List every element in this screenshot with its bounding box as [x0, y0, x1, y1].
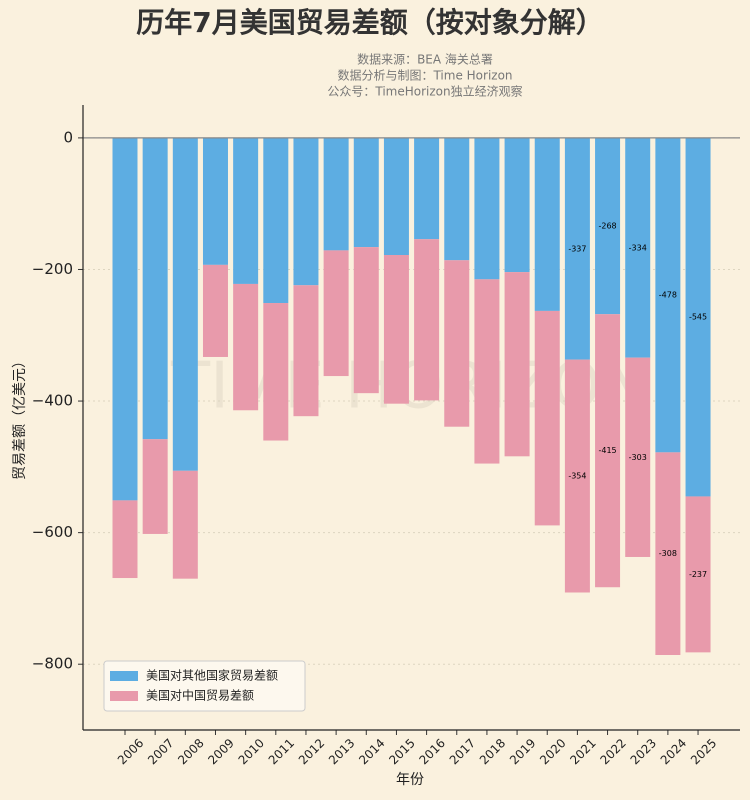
legend-label: 美国对中国贸易差额	[146, 688, 254, 703]
bar	[323, 137, 349, 251]
bar	[293, 285, 319, 417]
bar	[353, 137, 379, 248]
legend-swatch	[110, 691, 138, 701]
bar	[172, 137, 198, 471]
bar	[625, 137, 651, 358]
x-tick-label: 2017	[447, 736, 478, 767]
y-tick-label: −400	[32, 392, 73, 410]
x-tick-label: 2013	[326, 736, 357, 767]
bar	[112, 500, 138, 579]
x-tick-label: 2018	[477, 736, 508, 767]
legend-swatch	[110, 671, 138, 681]
bar	[534, 310, 560, 526]
x-tick-label: 2009	[205, 736, 236, 767]
x-tick-label: 2011	[266, 736, 297, 767]
bar	[534, 137, 560, 311]
value-label: -268	[598, 222, 616, 231]
bar	[504, 137, 530, 273]
x-tick-label: 2010	[236, 736, 267, 767]
x-tick-label: 2021	[567, 736, 598, 767]
bar	[564, 137, 590, 360]
value-label: -303	[629, 453, 647, 462]
bar	[112, 137, 138, 501]
value-label: -337	[568, 244, 586, 253]
x-tick-label: 2025	[688, 736, 719, 767]
bar	[474, 279, 500, 464]
bar	[655, 452, 681, 655]
bar	[444, 137, 470, 261]
bar	[685, 496, 711, 653]
subtitle: 数据分析与制图：Time Horizon	[337, 68, 512, 83]
x-tick-label: 2008	[175, 736, 206, 767]
x-tick-label: 2006	[115, 736, 146, 767]
bar	[353, 247, 379, 394]
value-label: -334	[629, 243, 647, 252]
bar	[383, 255, 409, 404]
bar	[142, 137, 168, 440]
x-tick-label: 2007	[145, 736, 176, 767]
y-tick-label: −200	[32, 260, 73, 278]
bar	[172, 470, 198, 579]
value-label: -237	[689, 570, 707, 579]
bar	[233, 283, 259, 411]
value-label: -308	[659, 549, 677, 558]
x-tick-label: 2022	[597, 736, 628, 767]
bar	[414, 137, 440, 240]
value-label: -415	[598, 446, 616, 455]
chart-title: 历年7月美国贸易差额（按对象分解）	[136, 6, 603, 39]
y-axis-label: 贸易差额（亿美元）	[12, 354, 28, 480]
bar	[202, 264, 228, 357]
x-tick-label: 2019	[507, 736, 538, 767]
y-tick-label: 0	[63, 128, 73, 146]
legend-box	[103, 660, 306, 712]
bar	[323, 250, 349, 377]
bar	[263, 303, 289, 441]
subtitle: 数据来源：BEA 海关总署	[357, 52, 493, 67]
bar	[504, 272, 530, 457]
x-tick-label: 2023	[628, 736, 659, 767]
x-tick-label: 2014	[356, 736, 387, 767]
bar	[625, 357, 651, 557]
value-label: -354	[568, 472, 586, 481]
bar	[655, 137, 681, 453]
y-tick-label: −600	[32, 523, 73, 541]
bar	[474, 137, 500, 280]
x-axis-label: 年份	[396, 772, 424, 788]
bar	[233, 137, 259, 284]
subtitle: 公众号：TimeHorizon独立经济观察	[327, 84, 522, 99]
bar	[595, 137, 621, 315]
x-tick-label: 2024	[658, 736, 689, 767]
x-tick-label: 2020	[537, 736, 568, 767]
bar	[414, 239, 440, 401]
value-label: -545	[689, 313, 707, 322]
bar	[202, 137, 228, 265]
bar	[263, 137, 289, 304]
bar	[685, 137, 711, 497]
y-tick-label: −800	[32, 655, 73, 673]
x-tick-label: 2015	[386, 736, 417, 767]
legend-label: 美国对其他国家贸易差额	[146, 668, 278, 683]
bar	[142, 439, 168, 534]
value-label: -478	[659, 291, 677, 300]
bar	[293, 137, 319, 286]
bar	[595, 314, 621, 588]
bar	[444, 260, 470, 427]
bar	[383, 137, 409, 255]
x-tick-label: 2016	[416, 736, 447, 767]
bar	[564, 359, 590, 593]
x-tick-label: 2012	[296, 736, 327, 767]
